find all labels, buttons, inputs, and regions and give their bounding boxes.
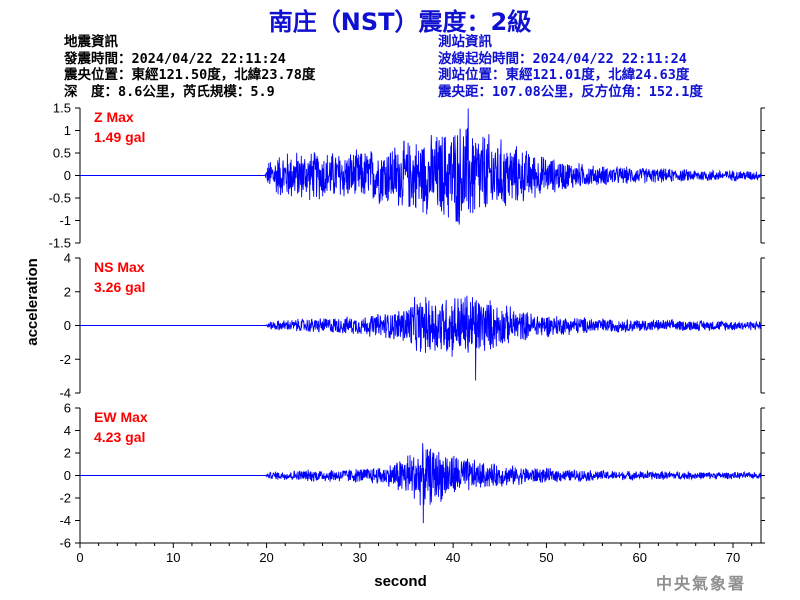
- y-tick-label: 2: [64, 284, 71, 299]
- y-tick-label: 1.5: [53, 101, 71, 116]
- earthquake-info-heading: 地震資訊: [64, 34, 118, 50]
- x-axis-title: second: [374, 573, 427, 590]
- y-tick-label: 0: [64, 468, 71, 483]
- panel-ns: -4 -2 0 2 4 NS Max 3.26 gal: [59, 251, 765, 401]
- y-tick-label: -6: [59, 536, 71, 551]
- waveform-ns: [80, 295, 762, 381]
- max-label: Z Max: [94, 109, 134, 125]
- y-tick-label: 6: [64, 401, 71, 416]
- y-tick-label: -1: [59, 213, 71, 228]
- waveform-z: [80, 108, 762, 225]
- x-tick-label: 20: [259, 550, 273, 565]
- page-title: 南庄（NST）震度：2級: [268, 8, 532, 36]
- origin-time: 發震時間：2024/04/22 22:11:24: [64, 50, 286, 67]
- y-tick-label: -0.5: [49, 191, 71, 206]
- distance-azimuth: 震央距：107.08公里，反方位角：152.1度: [438, 83, 703, 100]
- depth-magnitude: 深 度：8.6公里，芮氏規模：5.9: [64, 83, 275, 100]
- panel-z: -1.5 -1 -0.5 0 0.5 1 1.5 Z Max 1.49 gal: [49, 101, 765, 251]
- y-tick-label: -1.5: [49, 236, 71, 251]
- y-tick-label: 0: [64, 318, 71, 333]
- max-value: 1.49 gal: [94, 129, 145, 145]
- y-tick-label: 0.5: [53, 146, 71, 161]
- agency-logo-text: 中央氣象署: [655, 574, 746, 593]
- station-info: 測站資訊 波線起始時間：2024/04/22 22:11:24 測站位置：東經121…: [438, 34, 703, 100]
- x-tick-label: 10: [166, 550, 180, 565]
- x-tick-label: 50: [539, 550, 553, 565]
- wave-start-time: 波線起始時間：2024/04/22 22:11:24: [438, 50, 687, 67]
- y-tick-label: -4: [59, 513, 71, 528]
- y-axis-title: acceleration: [24, 258, 41, 346]
- x-tick-label: 60: [632, 550, 646, 565]
- max-value: 4.23 gal: [94, 429, 145, 445]
- y-tick-label: 2: [64, 446, 71, 461]
- x-tick-label: 40: [446, 550, 460, 565]
- max-label: EW Max: [94, 409, 148, 425]
- y-tick-label: -2: [59, 352, 71, 367]
- station-info-heading: 測站資訊: [438, 34, 492, 50]
- x-tick-label: 30: [353, 550, 367, 565]
- y-tick-label: 1: [64, 123, 71, 138]
- y-tick-label: -2: [59, 491, 71, 506]
- epicenter: 震央位置：東經121.50度，北緯23.78度: [64, 67, 316, 83]
- station-location: 測站位置：東經121.01度，北緯24.63度: [438, 67, 690, 83]
- y-tick-label: 4: [64, 251, 71, 266]
- max-value: 3.26 gal: [94, 279, 145, 295]
- panel-ew: -6 -4 -2 0 2 4 6 EW Max 4.23 gal: [59, 401, 765, 551]
- y-tick-label: -4: [59, 386, 71, 401]
- x-tick-label: 0: [76, 550, 83, 565]
- y-tick-label: 0: [64, 168, 71, 183]
- earthquake-info: 地震資訊 發震時間：2024/04/22 22:11:24 震央位置：東經121.5…: [64, 34, 315, 100]
- waveform-ew: [80, 443, 762, 524]
- max-label: NS Max: [94, 259, 145, 275]
- y-tick-label: 4: [64, 423, 71, 438]
- x-tick-label: 70: [726, 550, 740, 565]
